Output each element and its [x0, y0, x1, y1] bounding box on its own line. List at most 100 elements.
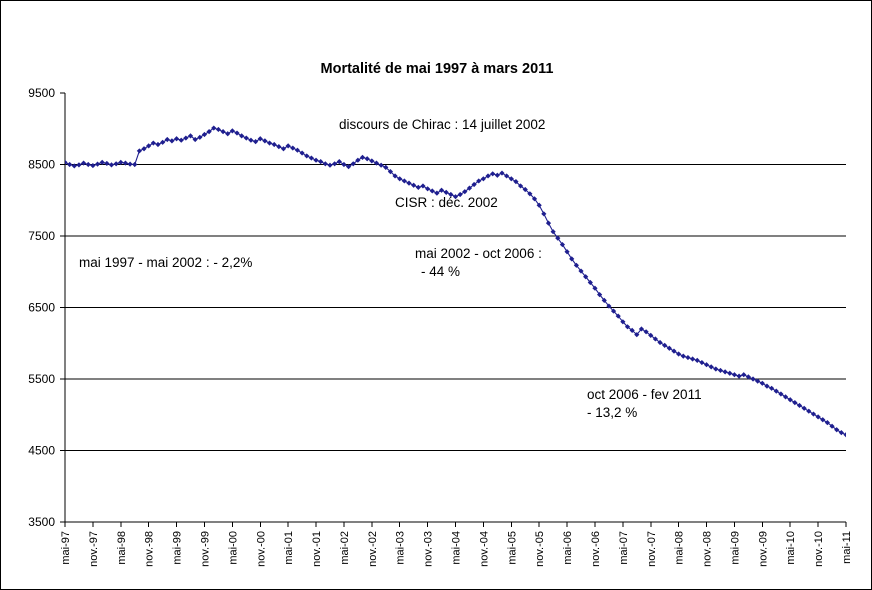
data-point-marker — [294, 147, 301, 153]
data-point-marker — [136, 148, 142, 154]
data-point-marker — [90, 162, 96, 169]
data-point-marker — [490, 171, 496, 177]
data-point-marker — [313, 157, 319, 163]
data-point-marker — [745, 374, 751, 380]
data-point-marker — [769, 385, 775, 391]
data-point-marker — [81, 160, 87, 166]
data-point-marker — [848, 434, 853, 439]
data-point-marker — [578, 268, 584, 274]
data-point-marker — [429, 188, 435, 194]
data-point-marker — [239, 133, 245, 139]
data-point-marker — [127, 161, 133, 167]
data-point-marker — [359, 154, 366, 160]
data-point-marker — [759, 380, 765, 386]
annotation-label: mai 1997 - mai 2002 : - 2,2% — [79, 255, 252, 270]
data-point-marker — [318, 159, 324, 165]
annotation-label: discours de Chirac : 14 juillet 2002 — [339, 117, 545, 132]
data-point-marker — [741, 372, 747, 378]
data-point-marker — [620, 319, 626, 325]
data-point-marker — [755, 378, 761, 384]
data-point-marker — [573, 262, 579, 268]
data-point-marker — [160, 139, 166, 145]
data-point-marker — [815, 414, 821, 420]
data-point-marker — [708, 364, 714, 370]
data-point-marker — [676, 351, 682, 357]
y-axis-tick-label: 8500 — [28, 158, 55, 172]
data-point-marker — [369, 158, 375, 164]
y-axis-tick-label: 4500 — [28, 444, 55, 458]
x-axis-tick-label: mai-00 — [227, 531, 239, 565]
data-point-marker — [76, 162, 82, 168]
data-point-marker — [787, 397, 793, 403]
data-point-marker — [610, 308, 617, 314]
data-point-marker — [392, 173, 398, 179]
data-point-marker — [657, 339, 663, 346]
annotation-label: - 13,2 % — [587, 405, 637, 420]
x-axis-tick-label: mai-01 — [283, 531, 295, 565]
data-point-marker — [801, 405, 807, 411]
data-point-marker — [401, 178, 407, 184]
data-point-marker — [564, 249, 570, 255]
data-point-marker — [685, 354, 691, 361]
data-point-marker — [355, 157, 361, 163]
data-point-marker — [820, 417, 826, 423]
data-point-marker — [694, 357, 700, 364]
data-point-marker — [234, 130, 240, 136]
data-point-marker — [187, 133, 194, 139]
data-point-marker — [146, 143, 152, 149]
x-axis-tick-label: mai-02 — [339, 531, 351, 565]
data-point-marker — [173, 136, 180, 142]
annotation-label: mai 2002 - oct 2006 : — [415, 246, 542, 261]
data-point-marker — [699, 359, 705, 366]
data-point-marker — [857, 434, 862, 439]
x-axis-tick-label: mai-03 — [395, 531, 407, 565]
data-point-marker — [276, 144, 282, 150]
annotation-label: - 44 % — [421, 264, 460, 279]
data-point-marker — [671, 348, 677, 354]
data-point-marker — [299, 150, 305, 156]
x-axis-tick-label: mai-07 — [618, 531, 630, 565]
data-point-marker — [304, 153, 310, 159]
data-point-marker — [834, 427, 840, 433]
data-point-marker — [438, 187, 445, 193]
data-point-marker — [597, 292, 603, 298]
annotation-label: CISR : déc. 2002 — [395, 195, 498, 210]
data-point-marker — [425, 186, 431, 192]
x-axis-tick-label: mai-99 — [172, 531, 184, 565]
data-point-marker — [555, 235, 561, 241]
data-point-marker — [862, 432, 867, 437]
data-point-marker — [648, 332, 654, 338]
data-point-marker — [457, 191, 463, 198]
data-point-marker — [843, 432, 846, 438]
y-axis-tick-label: 5500 — [28, 372, 55, 386]
data-point-marker — [169, 138, 175, 144]
data-point-marker — [155, 141, 161, 148]
data-point-marker — [806, 408, 812, 414]
data-point-marker — [364, 156, 370, 162]
data-point-marker — [373, 160, 380, 166]
data-point-marker — [178, 137, 184, 143]
data-point-marker — [336, 159, 342, 165]
data-point-marker — [378, 162, 384, 168]
data-point-marker — [215, 126, 222, 133]
x-axis-tick-label: mai-05 — [506, 531, 518, 565]
data-point-marker — [541, 211, 547, 217]
data-point-marker — [462, 189, 468, 195]
data-point-marker — [550, 229, 556, 235]
y-tick-marks — [60, 92, 65, 523]
y-axis-tick-label: 6500 — [28, 301, 55, 315]
data-point-marker — [703, 362, 710, 368]
data-point-marker — [443, 189, 449, 195]
annotation-label: oct 2006 - fev 2011 — [587, 387, 702, 402]
data-point-marker — [727, 370, 733, 376]
x-axis-tick-label: nov.-00 — [255, 531, 267, 567]
data-point-marker — [71, 163, 77, 169]
data-point-marker — [829, 423, 835, 429]
x-axis-tick-label: mai-10 — [785, 531, 797, 565]
data-point-marker — [104, 160, 110, 167]
data-point-marker — [638, 326, 645, 332]
x-axis-tick-label: nov.-05 — [534, 531, 546, 567]
data-point-marker — [615, 313, 621, 319]
data-point-marker — [652, 336, 658, 342]
